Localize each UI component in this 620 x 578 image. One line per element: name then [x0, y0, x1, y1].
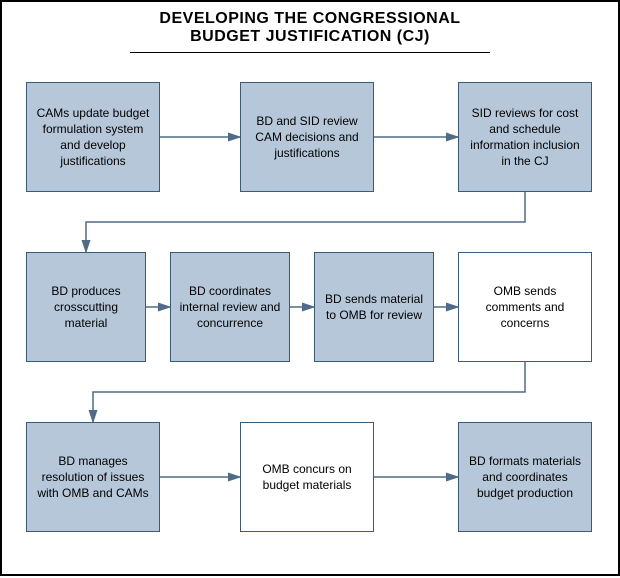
flow-node: SID reviews for cost and schedule inform… — [458, 82, 592, 192]
title-line1: DEVELOPING THE CONGRESSIONAL — [130, 10, 490, 28]
flow-node: BD coordinates internal review and concu… — [170, 252, 290, 362]
flow-node: OMB concurs on budget materials — [240, 422, 374, 532]
flow-node: BD produces crosscutting material — [26, 252, 146, 362]
flow-node: BD sends material to OMB for review — [314, 252, 434, 362]
diagram-title: DEVELOPING THE CONGRESSIONAL BUDGET JUST… — [130, 10, 490, 53]
flow-node: OMB sends comments and concerns — [458, 252, 592, 362]
flow-node: CAMs update budget formulation system an… — [26, 82, 160, 192]
flowchart-canvas: DEVELOPING THE CONGRESSIONAL BUDGET JUST… — [0, 0, 620, 576]
title-underline — [130, 52, 490, 53]
flow-node: BD manages resolution of issues with OMB… — [26, 422, 160, 532]
flow-node: BD and SID review CAM decisions and just… — [240, 82, 374, 192]
flow-node: BD formats materials and coordinates bud… — [458, 422, 592, 532]
title-line2: BUDGET JUSTIFICATION (CJ) — [130, 28, 490, 46]
